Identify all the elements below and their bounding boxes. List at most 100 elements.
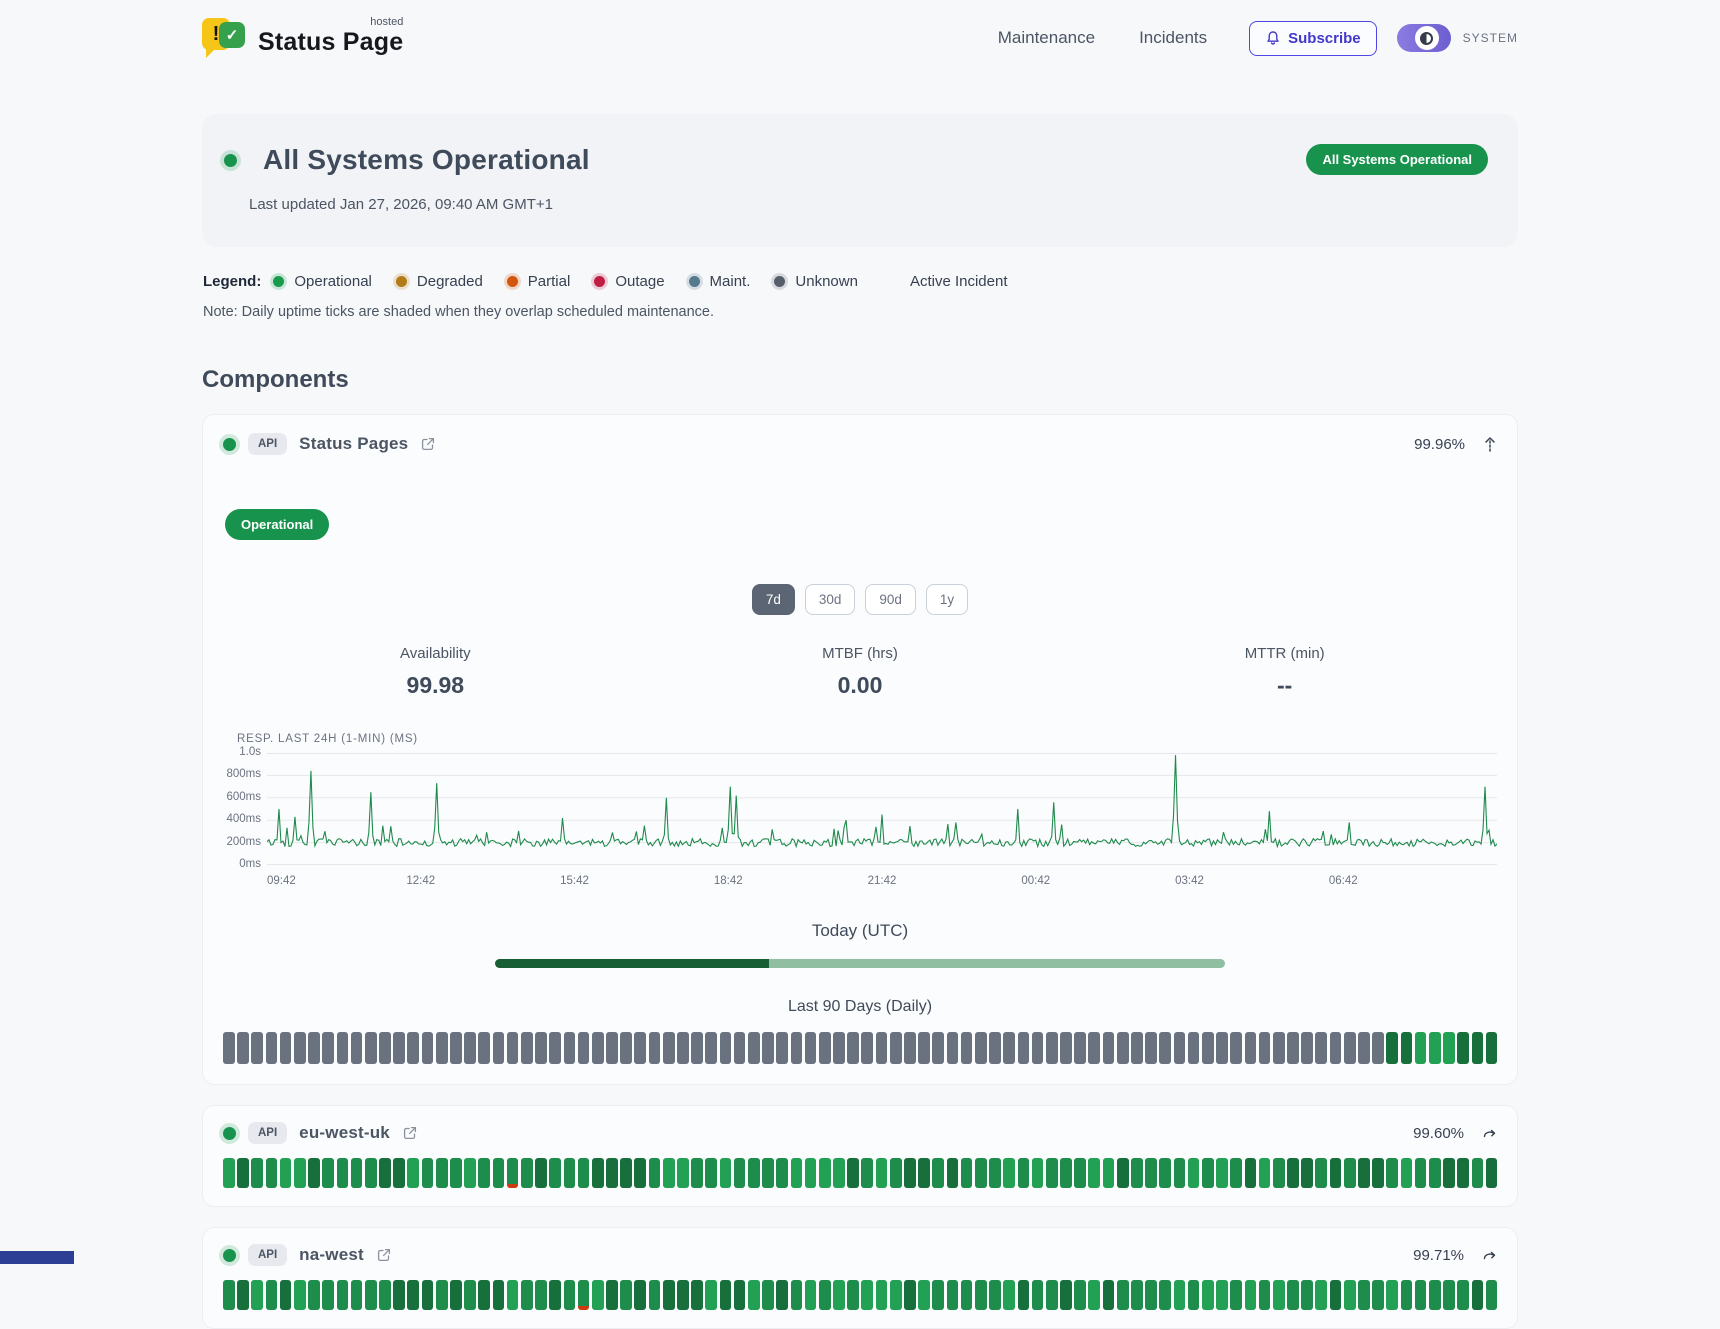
uptime-tick[interactable]	[705, 1158, 718, 1188]
uptime-tick[interactable]	[1201, 1158, 1214, 1188]
uptime-tick[interactable]	[1201, 1280, 1214, 1310]
uptime-tick[interactable]	[1159, 1280, 1172, 1310]
uptime-tick[interactable]	[293, 1280, 306, 1310]
uptime-tick[interactable]	[861, 1158, 874, 1188]
uptime-tick[interactable]	[549, 1032, 561, 1064]
uptime-tick[interactable]	[1457, 1280, 1469, 1310]
uptime-tick[interactable]	[364, 1158, 377, 1188]
uptime-tick[interactable]	[407, 1280, 420, 1310]
uptime-tick[interactable]	[421, 1158, 434, 1188]
uptime-tick[interactable]	[1201, 1032, 1214, 1064]
uptime-tick[interactable]	[279, 1158, 292, 1188]
uptime-tick[interactable]	[1428, 1032, 1441, 1064]
uptime-tick[interactable]	[1386, 1032, 1399, 1064]
uptime-tick[interactable]	[492, 1280, 505, 1310]
uptime-tick[interactable]	[279, 1032, 292, 1064]
uptime-tick[interactable]	[677, 1280, 689, 1310]
uptime-tick[interactable]	[932, 1032, 945, 1064]
uptime-tick[interactable]	[506, 1158, 519, 1188]
uptime-tick[interactable]	[1216, 1158, 1228, 1188]
uptime-tick[interactable]	[379, 1280, 391, 1310]
uptime-tick[interactable]	[1301, 1032, 1313, 1064]
uptime-tick[interactable]	[1315, 1032, 1328, 1064]
uptime-tick[interactable]	[1358, 1280, 1370, 1310]
external-link-icon[interactable]	[402, 1125, 418, 1141]
uptime-tick[interactable]	[435, 1158, 448, 1188]
uptime-tick[interactable]	[790, 1032, 803, 1064]
uptime-tick[interactable]	[804, 1280, 817, 1310]
subscribe-button[interactable]: Subscribe	[1249, 20, 1377, 56]
uptime-tick[interactable]	[606, 1032, 618, 1064]
uptime-tick[interactable]	[762, 1280, 774, 1310]
uptime-tick[interactable]	[719, 1032, 732, 1064]
uptime-tick[interactable]	[478, 1032, 491, 1064]
uptime-tick[interactable]	[1187, 1032, 1200, 1064]
uptime-tick[interactable]	[904, 1280, 916, 1310]
uptime-tick[interactable]	[1060, 1280, 1072, 1310]
uptime-tick[interactable]	[1230, 1280, 1242, 1310]
uptime-tick[interactable]	[606, 1280, 618, 1310]
uptime-tick[interactable]	[889, 1280, 902, 1310]
uptime-tick[interactable]	[776, 1032, 788, 1064]
uptime-tick[interactable]	[1230, 1158, 1242, 1188]
uptime-tick[interactable]	[478, 1158, 491, 1188]
uptime-tick[interactable]	[1187, 1158, 1200, 1188]
uptime-tick[interactable]	[407, 1158, 420, 1188]
uptime-tick[interactable]	[1272, 1280, 1285, 1310]
uptime-tick[interactable]	[818, 1280, 831, 1310]
uptime-tick[interactable]	[946, 1280, 959, 1310]
uptime-tick[interactable]	[974, 1158, 987, 1188]
uptime-tick[interactable]	[719, 1158, 732, 1188]
uptime-tick[interactable]	[620, 1280, 632, 1310]
uptime-tick[interactable]	[322, 1158, 334, 1188]
uptime-tick[interactable]	[918, 1032, 930, 1064]
uptime-tick[interactable]	[606, 1158, 618, 1188]
uptime-tick[interactable]	[1116, 1158, 1129, 1188]
uptime-tick[interactable]	[435, 1032, 448, 1064]
uptime-tick[interactable]	[265, 1158, 278, 1188]
uptime-tick[interactable]	[1187, 1280, 1200, 1310]
uptime-tick[interactable]	[393, 1280, 405, 1310]
uptime-tick[interactable]	[648, 1158, 661, 1188]
uptime-tick[interactable]	[492, 1158, 505, 1188]
uptime-tick[interactable]	[1074, 1032, 1086, 1064]
uptime-tick[interactable]	[634, 1032, 647, 1064]
uptime-tick[interactable]	[1216, 1032, 1228, 1064]
uptime-tick[interactable]	[875, 1032, 888, 1064]
uptime-tick[interactable]	[591, 1280, 604, 1310]
uptime-tick[interactable]	[1131, 1158, 1143, 1188]
uptime-tick[interactable]	[847, 1032, 859, 1064]
uptime-tick[interactable]	[733, 1158, 746, 1188]
uptime-tick[interactable]	[279, 1280, 292, 1310]
expand-button[interactable]	[1482, 1249, 1497, 1262]
uptime-tick[interactable]	[705, 1280, 718, 1310]
uptime-tick[interactable]	[478, 1280, 491, 1310]
uptime-tick[interactable]	[1216, 1280, 1228, 1310]
uptime-tick[interactable]	[974, 1280, 987, 1310]
uptime-tick[interactable]	[989, 1032, 1001, 1064]
uptime-tick[interactable]	[1428, 1158, 1441, 1188]
uptime-tick[interactable]	[833, 1280, 845, 1310]
uptime-tick[interactable]	[1414, 1280, 1427, 1310]
uptime-tick[interactable]	[1372, 1280, 1384, 1310]
uptime-tick[interactable]	[733, 1280, 746, 1310]
range-button-7d[interactable]: 7d	[751, 584, 795, 615]
uptime-tick[interactable]	[662, 1280, 675, 1310]
component-header-eu-west-uk[interactable]: API eu-west-uk 99.60%	[223, 1122, 1497, 1144]
uptime-tick[interactable]	[1017, 1280, 1030, 1310]
uptime-tick[interactable]	[861, 1032, 874, 1064]
uptime-tick[interactable]	[1471, 1032, 1484, 1064]
uptime-tick[interactable]	[322, 1032, 334, 1064]
uptime-tick[interactable]	[1400, 1032, 1413, 1064]
uptime-tick[interactable]	[450, 1032, 462, 1064]
uptime-tick[interactable]	[861, 1280, 874, 1310]
uptime-tick[interactable]	[974, 1032, 987, 1064]
uptime-tick[interactable]	[847, 1158, 859, 1188]
uptime-tick[interactable]	[223, 1158, 235, 1188]
uptime-tick[interactable]	[251, 1158, 264, 1188]
uptime-tick[interactable]	[1173, 1280, 1186, 1310]
uptime-tick[interactable]	[1031, 1280, 1044, 1310]
uptime-tick[interactable]	[1045, 1158, 1058, 1188]
uptime-tick[interactable]	[747, 1032, 760, 1064]
range-button-30d[interactable]: 30d	[804, 584, 856, 615]
